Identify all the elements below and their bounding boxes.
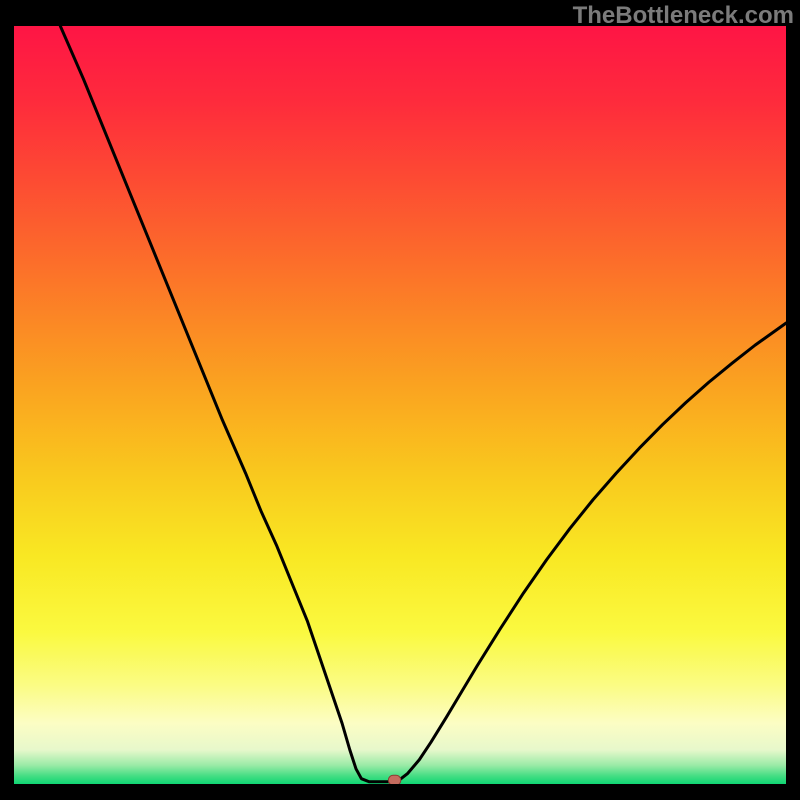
chart-background xyxy=(14,26,786,784)
chart-svg xyxy=(14,26,786,784)
chart-plot-area xyxy=(14,26,786,784)
stage: TheBottleneck.com xyxy=(0,0,800,800)
selected-point-marker xyxy=(388,775,400,784)
